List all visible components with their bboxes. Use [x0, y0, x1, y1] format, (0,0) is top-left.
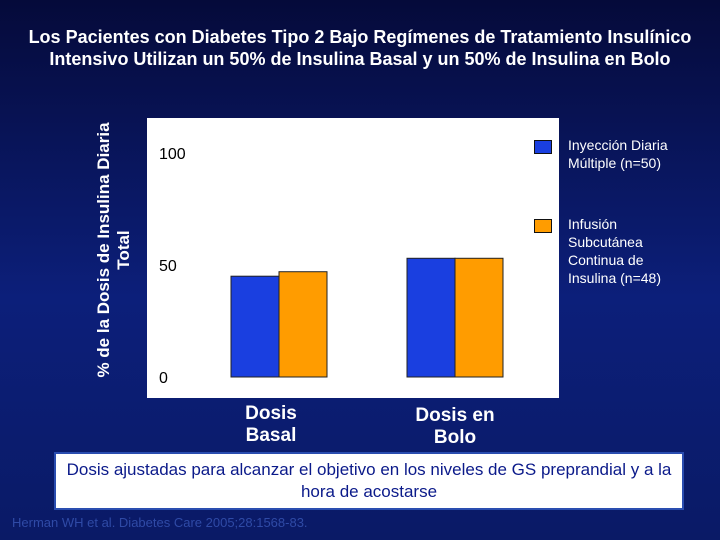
y-axis-label: % de la Dosis de Insulina Diaria Total [94, 122, 133, 378]
citation: Herman WH et al. Diabetes Care 2005;28:1… [12, 515, 308, 530]
bar-series-1-category-1 [454, 257, 504, 378]
y-tick-label-0: 0 [159, 370, 168, 387]
legend-label-0: Inyección Diaria Múltiple (n=50) [568, 137, 668, 171]
bar-chart: 0 50 100 [159, 146, 504, 387]
legend-swatch-1 [534, 219, 552, 233]
y-tick-label-1: 50 [159, 258, 177, 275]
y-tick-label-2: 100 [159, 146, 186, 163]
plot-area: 0 50 100 [147, 118, 559, 398]
footnote-box: Dosis ajustadas para alcanzar el objetiv… [54, 452, 684, 510]
legend-swatch-0 [534, 140, 552, 154]
bar-series-1-category-0 [278, 271, 328, 378]
chart-title: Los Pacientes con Diabetes Tipo 2 Bajo R… [28, 27, 692, 69]
x-category-label-1: Dosis en Bolo [415, 405, 495, 448]
legend-label-1: Infusión Subcutánea Continua de Insulina… [568, 216, 662, 286]
footnote-text: Dosis ajustadas para alcanzar el objetiv… [66, 460, 672, 501]
bar-series-0-category-0 [230, 275, 280, 378]
bar-series-0-category-1 [406, 257, 456, 378]
x-category-label-0: Dosis Basal [245, 403, 297, 446]
